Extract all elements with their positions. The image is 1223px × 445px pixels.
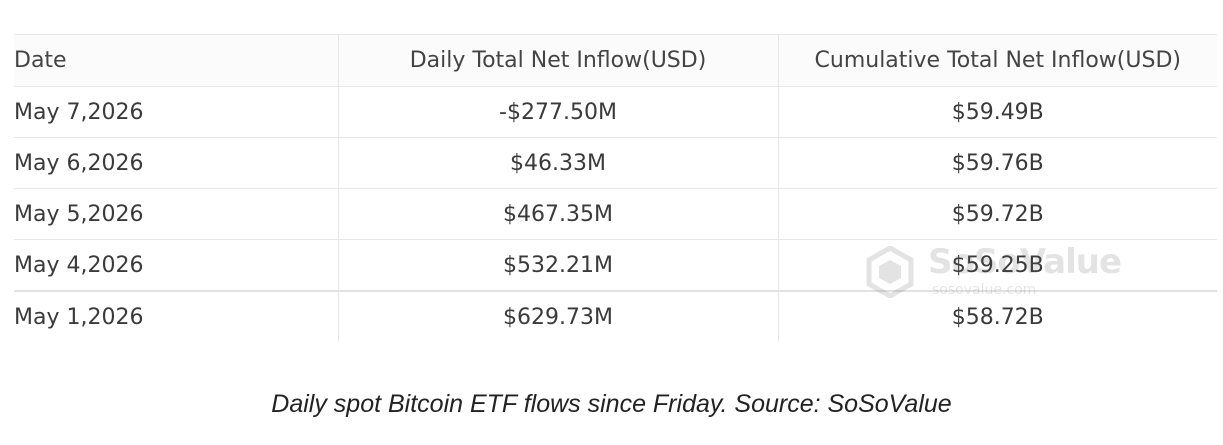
date-cell: May 1,2026: [14, 304, 144, 330]
daily-inflow-cell: -$277.50M: [337, 86, 778, 138]
table-row: May 4,2026 $532.21M $59.25B: [14, 239, 1217, 292]
daily-inflow-cell: $629.73M: [337, 291, 778, 342]
date-cell: May 7,2026: [14, 86, 338, 138]
column-header-daily-net-inflow: Daily Total Net Inflow(USD): [337, 34, 778, 87]
cumulative-inflow-cell: $59.72B: [777, 188, 1217, 240]
date-cell: May 4,2026: [14, 239, 338, 292]
table-header-row: Date Daily Total Net Inflow(USD) Cumulat…: [14, 34, 1217, 87]
cumulative-inflow-cell: $59.76B: [777, 137, 1217, 189]
cumulative-inflow-cell: $59.25B: [777, 239, 1217, 292]
table-row: May 6,2026 $46.33M $59.76B: [14, 137, 1217, 189]
date-cell: May 6,2026: [14, 137, 338, 189]
daily-inflow-cell: $46.33M: [337, 137, 778, 189]
daily-inflow-cell: $467.35M: [337, 188, 778, 240]
etf-flows-table: Date Daily Total Net Inflow(USD) Cumulat…: [14, 34, 1217, 342]
column-header-cumulative-net-inflow: Cumulative Total Net Inflow(USD): [777, 34, 1217, 87]
table-row: May 7,2026 -$277.50M $59.49B: [14, 86, 1217, 138]
daily-inflow-cell: $532.21M: [337, 239, 778, 292]
table-row: May 1,2026 $629.73M $58.72B: [14, 291, 1217, 342]
table-row: May 5,2026 $467.35M $59.72B: [14, 188, 1217, 240]
cumulative-inflow-cell: $58.72B: [777, 291, 1217, 342]
cumulative-inflow-cell: $59.49B: [777, 86, 1217, 138]
column-header-date: Date: [14, 34, 338, 87]
figure-caption: Daily spot Bitcoin ETF flows since Frida…: [271, 390, 952, 418]
date-cell: May 5,2026: [14, 188, 338, 240]
